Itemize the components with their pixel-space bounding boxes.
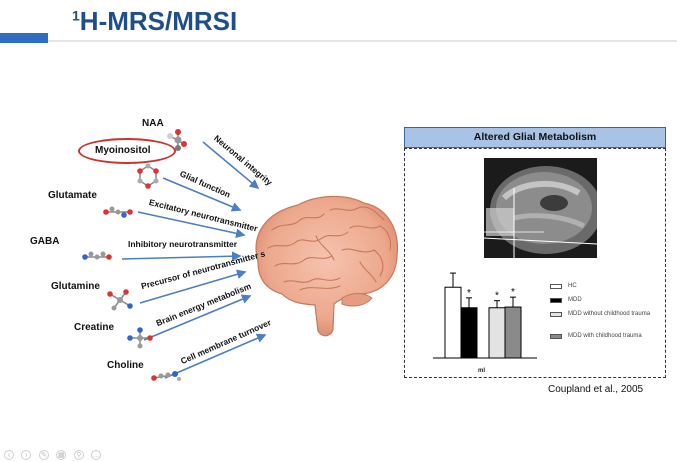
prev-icon[interactable]: ‹: [4, 450, 14, 460]
glial-metabolism-chart: * * *: [433, 272, 537, 359]
label-gaba: GABA: [30, 236, 60, 247]
label-glutamine: Glutamine: [51, 281, 100, 292]
panel-header: Altered Glial Metabolism: [404, 127, 666, 148]
arrow-choline: [164, 333, 267, 379]
title-text: H-MRS/MRSI: [79, 6, 238, 36]
molecules: [82, 129, 187, 381]
title-accent-bar: [0, 33, 48, 43]
label-glutamate: Glutamate: [48, 190, 97, 201]
legend-swatch-no-trauma: [550, 312, 562, 317]
pen-icon[interactable]: ✎: [38, 450, 49, 460]
brain-illustration: [255, 195, 399, 337]
label-inhibitory: Inhibitory neurotransmitter: [128, 239, 238, 249]
title-underline: [48, 40, 677, 42]
legend-label-no-trauma: MDD without childhood trauma: [568, 311, 651, 317]
chart-legend: HC MDD MDD without childhood trauma MDD …: [550, 283, 670, 355]
slideshow-nav: ‹ › ✎ ▦ ⚲ …: [4, 444, 104, 460]
chart-xlabel: mI: [478, 368, 486, 374]
label-creatine: Creatine: [74, 322, 115, 333]
arrow-glutamine: [139, 269, 247, 304]
legend-item: MDD without childhood trauma: [550, 311, 670, 333]
molecule-creatine-icon: [127, 327, 153, 349]
next-icon[interactable]: ›: [21, 450, 32, 460]
legend-item: HC: [550, 283, 670, 297]
significance-mark-3: *: [511, 287, 515, 298]
arrow-glutamate: [137, 211, 246, 238]
molecule-myoinositol-icon: [137, 163, 159, 189]
molecule-glutamine-icon: [107, 289, 133, 311]
menu-icon[interactable]: …: [91, 450, 102, 460]
molecule-gaba-icon: [82, 251, 112, 260]
molecule-choline-icon: [151, 371, 181, 381]
label-choline: Choline: [107, 360, 144, 371]
arrow-myoinositol: [162, 177, 242, 212]
legend-swatch-mdd: [550, 298, 562, 303]
mri-image: [484, 158, 597, 258]
significance-mark-1: *: [467, 288, 471, 299]
title-superscript: 1: [72, 7, 80, 24]
highlight-ellipse: [78, 138, 176, 164]
slide-title: 1H-MRS/MRSI: [72, 6, 237, 37]
legend-item: MDD: [550, 297, 670, 311]
legend-swatch-hc: [550, 284, 562, 289]
arrow-gaba: [121, 251, 242, 262]
legend-label-trauma: MDD with childhood trauma: [568, 333, 642, 339]
legend-label-hc: HC: [568, 283, 577, 289]
legend-swatch-trauma: [550, 334, 562, 339]
label-naa: NAA: [142, 118, 164, 129]
molecule-glutamate-icon: [103, 206, 133, 218]
view-icon[interactable]: ▦: [56, 450, 67, 460]
zoom-icon[interactable]: ⚲: [73, 450, 84, 460]
legend-label-mdd: MDD: [568, 297, 582, 303]
arrows: [121, 141, 267, 379]
citation: Coupland et al., 2005: [548, 384, 644, 395]
significance-mark-2: *: [495, 291, 499, 302]
arrow-creatine: [143, 294, 252, 341]
molecule-naa-icon: [167, 129, 187, 151]
panel-frame: [404, 148, 666, 378]
arrow-naa: [202, 141, 260, 190]
legend-item: MDD with childhood trauma: [550, 333, 670, 355]
